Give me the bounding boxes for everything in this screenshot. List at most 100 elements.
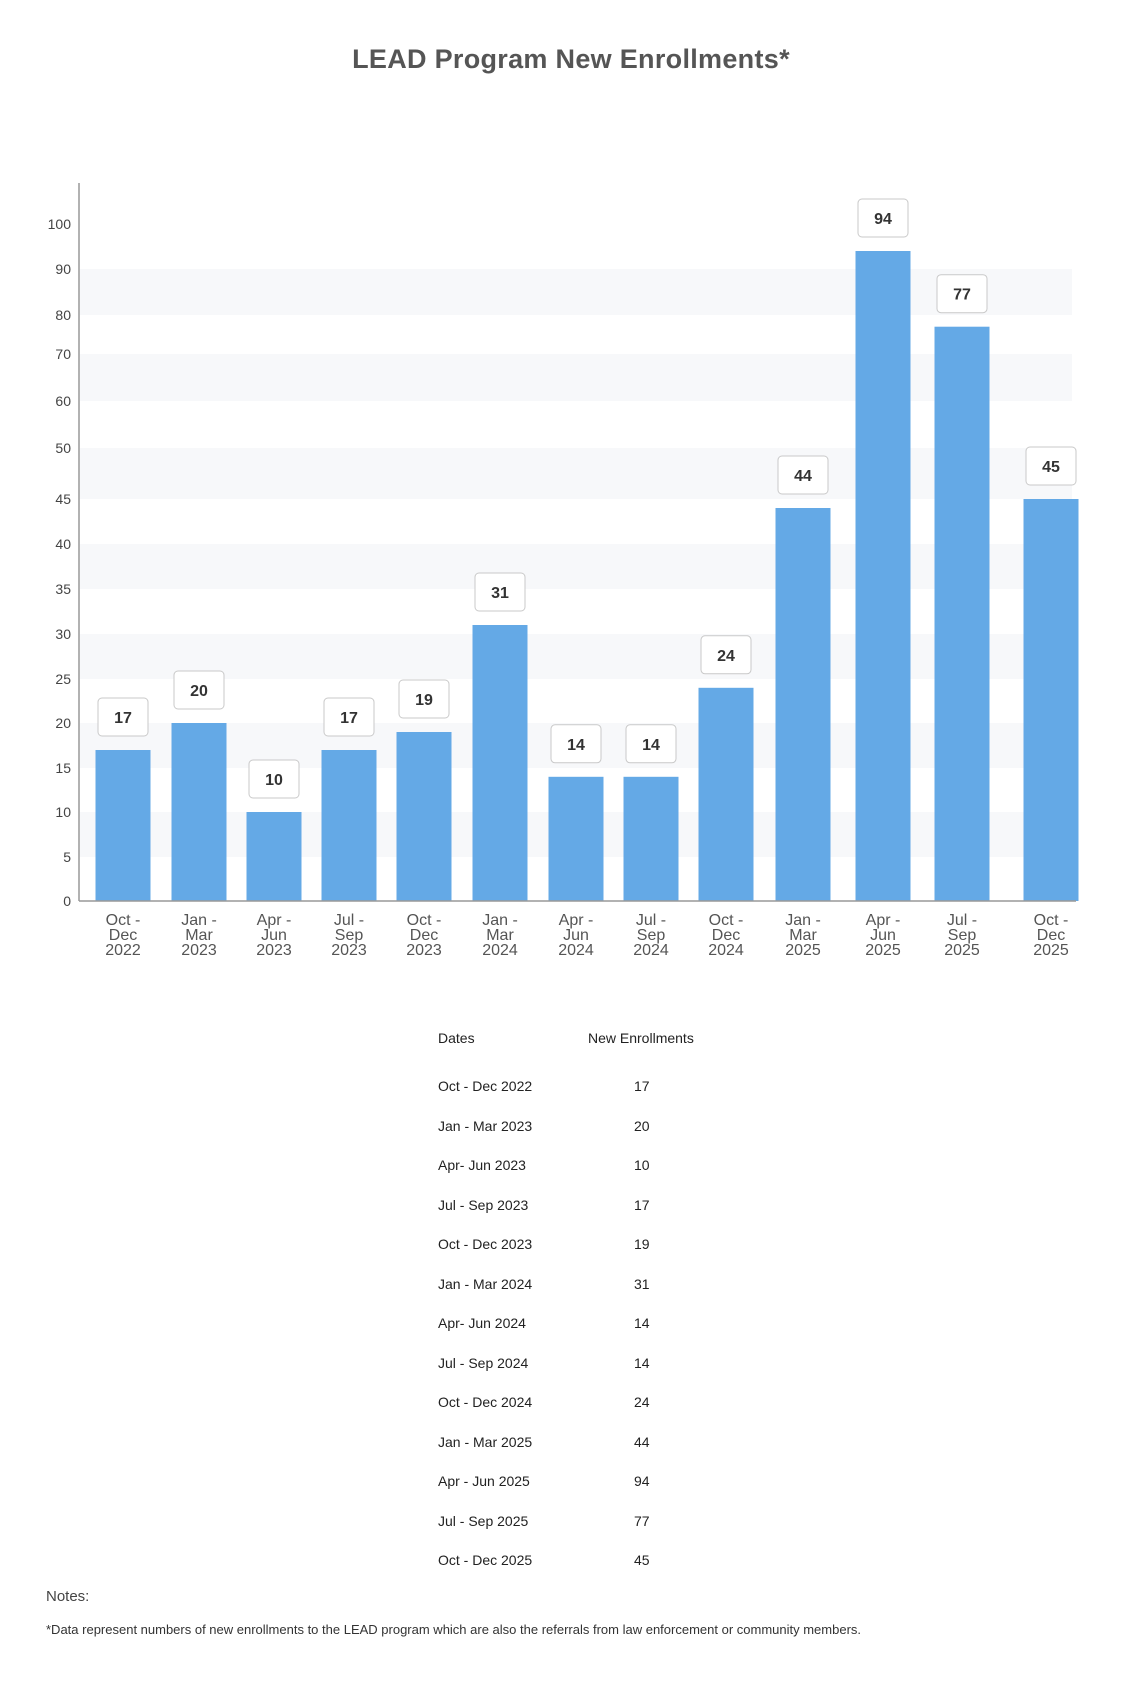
bar — [396, 732, 452, 901]
y-tick-label: 40 — [55, 536, 71, 552]
data-label: 14 — [550, 724, 602, 764]
data-label: 45 — [1025, 446, 1077, 486]
table-cell-enrollments: 17 — [634, 1196, 650, 1213]
table-cell-enrollments: 45 — [634, 1552, 650, 1568]
background-band — [80, 634, 1072, 679]
table-cell-enrollments: 77 — [634, 1512, 650, 1529]
table-row: Oct - Dec 2022 17 — [438, 1078, 738, 1098]
table-row: Jan - Mar 2023 20 — [438, 1118, 738, 1138]
table-cell-enrollments: 17 — [634, 1078, 650, 1094]
data-label-box — [700, 635, 752, 675]
y-tick-label: 5 — [63, 849, 71, 865]
notes-text: *Data represent numbers of new enrollmen… — [46, 1622, 862, 1637]
table-cell-date: Oct - Dec 2024 — [438, 1394, 533, 1410]
data-label-text: 45 — [1042, 459, 1060, 476]
table-row: Jan - Mar 2024 31 — [438, 1276, 738, 1296]
data-label-text: 17 — [114, 710, 132, 727]
data-label: 17 — [323, 697, 375, 737]
data-label-text: 20 — [190, 683, 208, 700]
data-label-text: 94 — [874, 211, 892, 228]
data-label: 19 — [398, 679, 450, 719]
chart-title: LEAD Program New Enrollments* — [352, 44, 790, 74]
table-cell-date: Jan - Mar 2023 — [438, 1117, 533, 1134]
data-label-box — [777, 455, 829, 495]
data-label: 24 — [700, 635, 752, 675]
bar — [934, 326, 990, 901]
background-band — [80, 354, 1072, 401]
data-label: 20 — [173, 670, 225, 710]
bar-chart: 0 5 10 15 20 25 30 35 40 45 50 60 70 80 90 100 Oct -Dec… — [48, 183, 1079, 959]
data-label-box — [173, 670, 225, 710]
table-cell-date: Jul - Sep 2024 — [438, 1354, 529, 1371]
data-label-box — [936, 274, 988, 314]
background-bands — [80, 269, 1072, 857]
x-tick-label: Apr -Jun 2023 — [256, 912, 292, 959]
table-row: Oct - Dec 2024 24 — [438, 1394, 738, 1414]
table-cell-date: Jul - Sep 2025 — [438, 1512, 529, 1529]
table-cell-date: Jul - Sep 2023 — [438, 1196, 529, 1213]
data-label: 94 — [857, 198, 909, 238]
data-label-box — [550, 724, 602, 764]
table-cell-date: Oct - Dec 2022 — [438, 1078, 533, 1094]
data-label-box — [398, 679, 450, 719]
y-tick-label: 10 — [55, 804, 71, 820]
x-tick-label: Jan -Mar 2023 — [181, 912, 217, 959]
data-label-text: 19 — [415, 692, 433, 709]
y-tick-label: 80 — [55, 307, 71, 323]
data-label-box — [474, 572, 526, 612]
bar — [171, 723, 227, 901]
data-label-box — [323, 697, 375, 737]
y-tick-label: 15 — [55, 760, 71, 776]
background-band — [80, 544, 1072, 589]
data-label-box — [248, 759, 300, 799]
y-tick-label: 25 — [55, 671, 71, 687]
data-label-text: 14 — [642, 737, 660, 754]
data-label: 31 — [474, 572, 526, 612]
table-cell-date: Apr- Jun 2024 — [438, 1315, 526, 1331]
background-band — [80, 269, 1072, 315]
table-cell-date: Apr - Jun 2025 — [438, 1473, 530, 1489]
bars-group — [95, 251, 1079, 901]
table-cell-date: Apr- Jun 2023 — [438, 1157, 526, 1173]
y-tick-label: 100 — [48, 216, 72, 232]
table-cell-date: Jan - Mar 2024 — [438, 1275, 533, 1292]
data-label: 77 — [936, 274, 988, 314]
bar — [1023, 499, 1079, 901]
table-row: Jul - Sep 2024 14 — [438, 1355, 738, 1375]
table-cell-date: Oct - Dec 2025 — [438, 1552, 533, 1568]
table-row: Oct - Dec 2023 19 — [438, 1236, 738, 1256]
bar — [246, 812, 302, 901]
table-row: Apr- Jun 2024 14 — [438, 1315, 738, 1335]
data-label-box — [625, 724, 677, 764]
table-row: Jan - Mar 2025 44 — [438, 1434, 738, 1454]
table-row: Jul - Sep 2023 17 — [438, 1197, 738, 1217]
x-tick-label: Apr -Jun 2024 — [558, 912, 594, 959]
bar — [548, 776, 604, 901]
y-tick-label: 70 — [55, 346, 71, 362]
background-band — [80, 448, 1072, 499]
y-tick-label: 20 — [55, 715, 71, 731]
data-label-text: 24 — [717, 648, 735, 665]
table-cell-enrollments: 44 — [634, 1433, 650, 1450]
y-tick-label: 60 — [55, 393, 71, 409]
x-tick-label: Oct -Dec 2023 — [406, 912, 442, 959]
y-tick-labels: 0 5 10 15 20 25 30 35 40 45 50 60 70 80 90 100 — [48, 216, 72, 909]
x-tick-label: Oct -Dec 2022 — [105, 912, 141, 959]
bar — [95, 750, 151, 901]
bar — [855, 251, 911, 901]
notes-heading: Notes: — [46, 1588, 90, 1605]
data-label-box — [1025, 446, 1077, 486]
x-tick-label: Jan -Mar 2024 — [482, 912, 518, 959]
x-tick-label: Apr -Jun 2025 — [865, 912, 901, 959]
data-label-box — [857, 198, 909, 238]
table-cell-enrollments: 14 — [634, 1354, 650, 1371]
bar — [472, 625, 528, 901]
y-tick-label: 30 — [55, 626, 71, 642]
bar — [698, 687, 754, 901]
data-label: 17 — [97, 697, 149, 737]
table-cell-enrollments: 20 — [634, 1117, 650, 1134]
table-row: Oct - Dec 2025 45 — [438, 1552, 738, 1572]
data-label: 44 — [777, 455, 829, 495]
bar — [321, 750, 377, 901]
data-label-text: 14 — [567, 737, 585, 754]
